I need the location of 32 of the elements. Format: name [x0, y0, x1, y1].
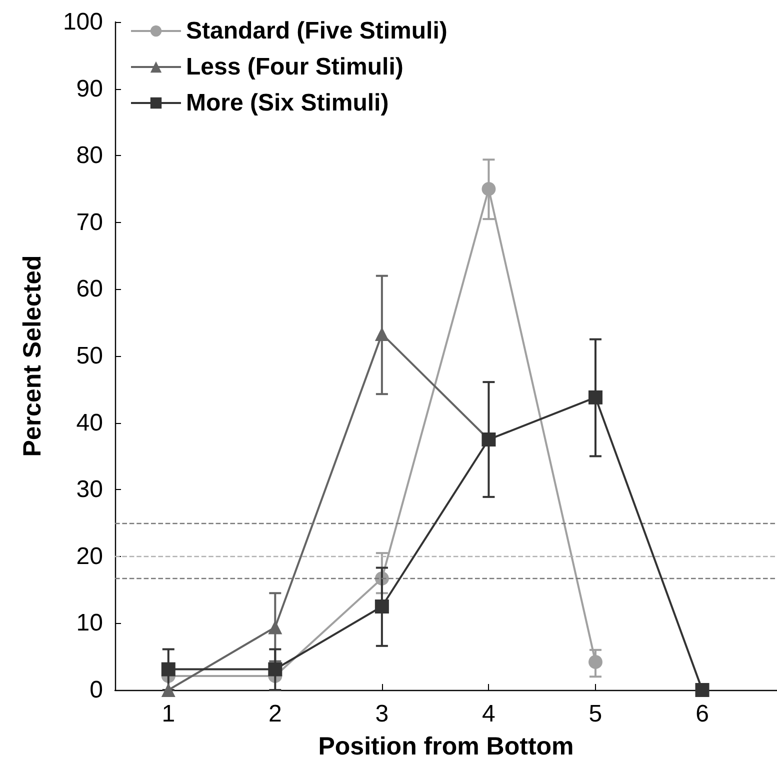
y-tick-label: 60 [76, 276, 103, 303]
y-tick-label: 30 [76, 476, 103, 504]
point [588, 654, 602, 669]
x-tick-label: 3 [375, 700, 389, 728]
y-tick-label: 50 [76, 342, 103, 370]
legend-label: Standard (Five Stimuli) [186, 18, 448, 44]
x-axis-title: Position from Bottom [318, 732, 574, 760]
y-tick-label: 10 [76, 610, 103, 637]
y-tick-label: 70 [76, 208, 103, 236]
legend-label: Less (Four Stimuli) [186, 54, 404, 80]
y-tick-label: 100 [62, 8, 103, 36]
point [161, 662, 176, 676]
x-tick-label: 6 [696, 700, 709, 728]
point [161, 683, 176, 697]
x-tick-label: 5 [588, 700, 602, 728]
point [374, 326, 389, 341]
y-axis-title: Percent Selected [18, 255, 46, 457]
y-tick-label: 40 [76, 409, 103, 436]
y-tick-label: 80 [76, 142, 103, 170]
point [374, 600, 389, 614]
y-tick-label: 90 [76, 75, 103, 102]
y-tick-label: 20 [76, 542, 103, 570]
point [588, 390, 602, 404]
point [268, 662, 282, 676]
x-tick-label: 1 [162, 700, 176, 728]
point [268, 620, 282, 634]
point [695, 683, 710, 697]
x-tick-label: 4 [482, 700, 496, 728]
y-tick-label: 0 [90, 676, 103, 704]
x-tick-label: 2 [268, 700, 282, 728]
legend-label: More (Six Stimuli) [186, 90, 389, 116]
point [482, 182, 496, 196]
